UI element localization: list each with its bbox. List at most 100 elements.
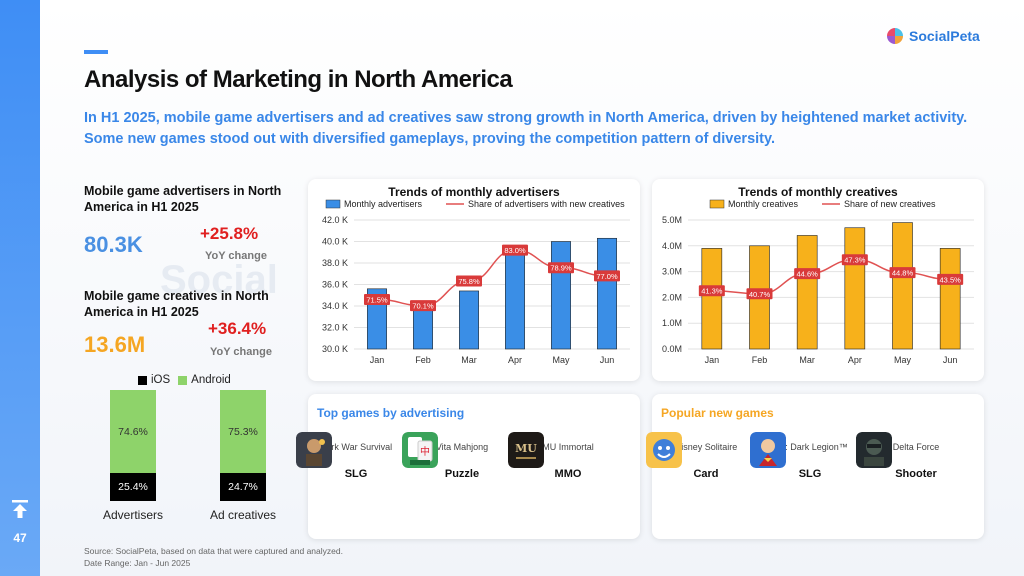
- data-label: 44.6%: [797, 270, 819, 279]
- legend-line-label: Share of advertisers with new creatives: [468, 199, 625, 209]
- delta-force-icon: [856, 432, 892, 468]
- creatives-chart: Monthly creatives Share of new creatives 0…: [662, 199, 974, 365]
- data-label-box: [594, 270, 620, 282]
- ios-segment: 25.4%: [110, 473, 156, 501]
- svg-text:中: 中: [420, 445, 430, 458]
- ad-creatives-platform-bar: 75.3% 24.7%: [220, 390, 266, 501]
- top-games-title: Top games by advertising: [317, 406, 465, 420]
- source-note: Source: SocialPeta, based on data that w…: [84, 545, 343, 569]
- data-label-box: [889, 267, 916, 279]
- x-tick-label: Apr: [508, 355, 522, 365]
- game-item[interactable]: Disney Solitaire Card: [646, 432, 766, 480]
- creatives-stat-label: Mobile game creatives in North America i…: [84, 289, 269, 319]
- new-games-card: Popular new games Disney Solitaire Card …: [646, 394, 984, 539]
- advertisers-yoy-label: YoY change: [205, 250, 267, 262]
- game-genre: Puzzle: [444, 468, 480, 480]
- data-label: 78.9%: [550, 264, 572, 273]
- x-tick-label: May: [894, 355, 912, 365]
- data-label: 83.0%: [504, 246, 526, 255]
- y-tick-label: 42.0 K: [322, 215, 348, 225]
- data-label-box: [698, 285, 725, 297]
- platform-legend: iOS Android: [138, 374, 231, 386]
- y-tick-label: 2.0M: [662, 292, 682, 302]
- game-name: MU Immortal: [542, 442, 594, 452]
- advertisers-platform-bar: 74.6% 25.4%: [110, 390, 156, 501]
- title-accent-bar: [84, 50, 108, 54]
- creatives-chart-title: Trends of monthly creatives: [738, 185, 898, 199]
- creatives-stat-value: 13.6M: [84, 332, 146, 357]
- x-tick-label: Jan: [705, 355, 720, 365]
- dark-war-survival-icon: [296, 432, 332, 468]
- x-tick-label: Mar: [461, 355, 477, 365]
- advertisers-chart-title: Trends of monthly advertisers: [388, 185, 560, 199]
- y-tick-label: 38.0 K: [322, 258, 348, 268]
- bar: [413, 306, 433, 350]
- game-genre: SLG: [798, 468, 822, 480]
- new-games-title: Popular new games: [661, 406, 774, 420]
- data-label: 41.3%: [701, 287, 723, 296]
- page-number: 47: [13, 531, 27, 545]
- data-label: 75.8%: [458, 277, 480, 286]
- socialpeta-logo: SocialPeta: [886, 27, 980, 45]
- logo-text: SocialPeta: [909, 28, 980, 44]
- bar: [459, 290, 479, 350]
- legend-bar-swatch: [709, 199, 725, 209]
- advertisers-bar-label: Advertisers: [102, 508, 164, 522]
- svg-text:MU: MU: [515, 442, 537, 455]
- game-item[interactable]: Dark War Survival SLG: [296, 432, 416, 480]
- data-label-box: [746, 288, 773, 300]
- data-label: 71.5%: [366, 296, 388, 305]
- disney-solitaire-icon: [646, 432, 682, 468]
- android-segment: 75.3%: [220, 390, 266, 473]
- bar: [844, 227, 866, 350]
- data-label-box: [456, 275, 482, 287]
- top-games-card: Top games by advertising Dark War Surviv…: [296, 394, 640, 539]
- data-label-box: [548, 262, 574, 274]
- data-label-box: [410, 300, 436, 312]
- x-tick-label: Jun: [600, 355, 615, 365]
- y-tick-label: 30.0 K: [322, 344, 348, 354]
- ad-creatives-bar-label: Ad creatives: [209, 508, 277, 522]
- x-tick-label: Jan: [370, 355, 385, 365]
- bar: [551, 241, 571, 350]
- x-tick-label: Feb: [415, 355, 431, 365]
- game-name: Vita Mahjong: [435, 442, 489, 452]
- data-label-box: [364, 294, 390, 306]
- legend-line-label: Share of new creatives: [844, 199, 936, 209]
- back-to-top-icon[interactable]: [9, 498, 31, 520]
- game-genre: Shooter: [895, 468, 937, 480]
- bar: [701, 248, 723, 350]
- data-label: 40.7%: [749, 290, 771, 299]
- y-tick-label: 34.0 K: [322, 301, 348, 311]
- side-bar: 47: [0, 0, 40, 576]
- data-label-box: [794, 268, 821, 280]
- game-item[interactable]: MU MU Immortal MMO: [508, 432, 628, 480]
- y-tick-label: 5.0M: [662, 215, 682, 225]
- game-item[interactable]: Delta Force Shooter: [856, 432, 976, 480]
- x-tick-label: Jun: [943, 355, 958, 365]
- dc-dark-legion-icon: [750, 432, 786, 468]
- advertisers-stat-value: 80.3K: [84, 232, 143, 257]
- creatives-yoy-value: +36.4%: [208, 319, 267, 338]
- page-subtitle: In H1 2025, mobile game advertisers and …: [84, 110, 968, 147]
- y-tick-label: 36.0 K: [322, 280, 348, 290]
- ios-segment: 24.7%: [220, 473, 266, 501]
- source-line: Source: SocialPeta, based on data that w…: [84, 546, 343, 556]
- game-item[interactable]: 中 Vita Mahjong Puzzle: [402, 432, 522, 480]
- game-item[interactable]: DC: Dark Legion™ SLG: [750, 432, 870, 480]
- game-genre: SLG: [344, 468, 368, 480]
- ios-legend-label: iOS: [151, 374, 171, 386]
- ios-legend-swatch: [138, 375, 147, 385]
- page-title: Analysis of Marketing in North America: [84, 66, 513, 93]
- data-label: 44.8%: [892, 269, 914, 278]
- game-name: Dark War Survival: [319, 442, 393, 452]
- series-line: [376, 249, 608, 307]
- bar: [939, 248, 961, 350]
- creatives-yoy-label: YoY change: [210, 346, 272, 358]
- vita-mahjong-icon: 中: [402, 432, 438, 468]
- data-label: 47.3%: [844, 256, 866, 265]
- game-name: DC: Dark Legion™: [772, 442, 848, 452]
- data-label-box: [841, 254, 868, 266]
- x-tick-label: May: [552, 355, 570, 365]
- advertisers-stat-label: Mobile game advertisers in North America…: [84, 184, 282, 214]
